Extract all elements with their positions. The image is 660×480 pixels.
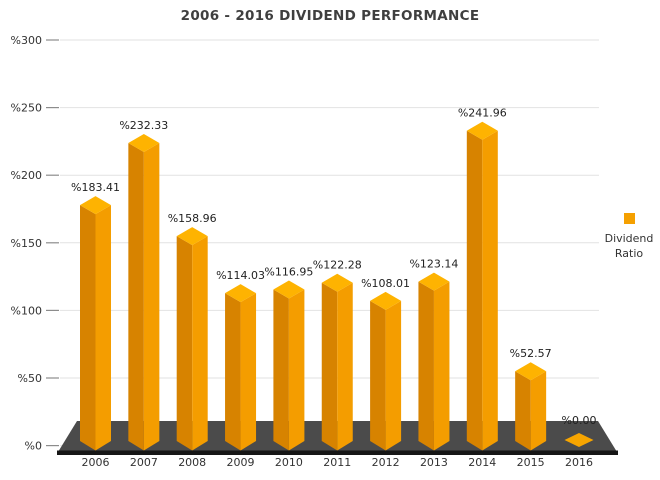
y-axis-label-150: %150 <box>11 237 42 250</box>
bar-2011[interactable] <box>321 273 353 451</box>
x-axis-label-2013: 2013 <box>420 456 448 469</box>
value-label-2009: %114.03 <box>216 269 265 282</box>
bar-2012[interactable] <box>370 291 402 451</box>
y-axis-label-0: %0 <box>25 440 42 453</box>
legend-swatch <box>623 213 635 224</box>
value-label-2016: %0.00 <box>562 414 597 427</box>
value-label-2011: %122.28 <box>313 259 362 272</box>
y-axis-label-100: %100 <box>11 304 42 317</box>
bar-2015[interactable] <box>515 362 547 451</box>
y-axis-label-300: %300 <box>11 34 42 47</box>
y-axis-label-200: %200 <box>11 169 42 182</box>
value-label-2012: %108.01 <box>361 277 410 290</box>
chart-floor-edge <box>57 450 618 455</box>
bar-2006[interactable] <box>80 196 111 451</box>
x-axis-label-2010: 2010 <box>275 456 303 469</box>
value-label-2013: %123.14 <box>409 258 458 271</box>
x-axis-label-2009: 2009 <box>227 456 255 469</box>
y-axis-label-250: %250 <box>11 102 42 115</box>
bar-2016[interactable] <box>564 433 594 447</box>
x-axis-label-2011: 2011 <box>323 456 351 469</box>
value-label-2015: %52.57 <box>510 347 552 360</box>
bar-2010[interactable] <box>273 280 305 451</box>
value-label-2010: %116.95 <box>264 265 313 278</box>
y-axis-label-50: %50 <box>18 372 42 385</box>
bar-2013[interactable] <box>418 272 450 451</box>
legend-label-line1: Dividend <box>604 232 654 245</box>
value-label-2014: %241.96 <box>458 107 507 120</box>
x-axis-label-2008: 2008 <box>178 456 206 469</box>
chart-title: 2006 - 2016 DIVIDEND PERFORMANCE <box>180 8 480 24</box>
value-label-2007: %232.33 <box>119 119 168 132</box>
x-axis-label-2015: 2015 <box>517 456 545 469</box>
legend-item-dividend-ratio[interactable]: Dividend Ratio <box>598 213 660 261</box>
x-axis-label-2006: 2006 <box>82 456 110 469</box>
bar-2007[interactable] <box>128 133 160 451</box>
legend-label-line2: Ratio <box>614 247 644 260</box>
x-axis-label-2007: 2007 <box>130 456 158 469</box>
bar-2009[interactable] <box>225 284 257 451</box>
x-axis-label-2012: 2012 <box>372 456 400 469</box>
value-label-2006: %183.41 <box>71 181 120 194</box>
x-axis-label-2016: 2016 <box>565 456 593 469</box>
x-axis-label-2014: 2014 <box>468 456 496 469</box>
bar-2008[interactable] <box>176 227 208 451</box>
value-label-2008: %158.96 <box>168 212 217 225</box>
bar-2014[interactable] <box>466 121 498 451</box>
